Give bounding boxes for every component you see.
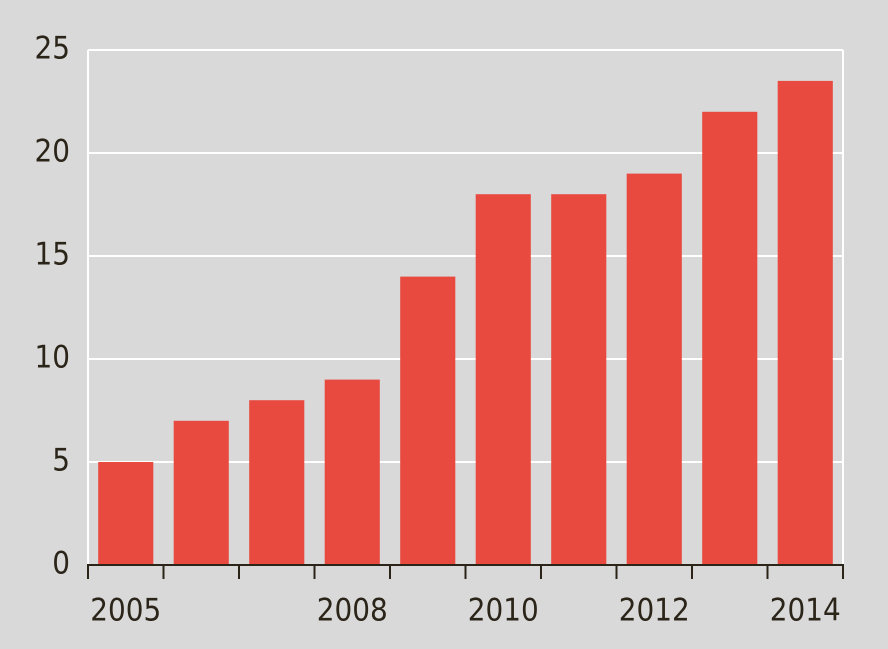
x-tick-label: 2014 bbox=[770, 593, 841, 629]
y-tick-label: 5 bbox=[52, 443, 70, 479]
bar bbox=[324, 379, 380, 565]
x-tick-label: 2010 bbox=[468, 593, 539, 629]
y-tick-label: 15 bbox=[35, 237, 70, 273]
bar bbox=[475, 194, 531, 565]
bar bbox=[777, 80, 833, 566]
x-tick-label: 2008 bbox=[317, 593, 388, 629]
y-tick-label: 10 bbox=[35, 340, 70, 376]
y-tick-label: 0 bbox=[52, 546, 70, 582]
bar bbox=[626, 173, 682, 565]
x-tick-label: 2005 bbox=[90, 593, 161, 629]
x-tick-label: 2012 bbox=[619, 593, 690, 629]
y-tick-label: 20 bbox=[35, 134, 70, 170]
bar bbox=[400, 276, 456, 565]
bar bbox=[249, 400, 305, 565]
bar bbox=[551, 194, 607, 565]
bar bbox=[98, 462, 154, 565]
bar bbox=[173, 420, 229, 565]
bar bbox=[702, 111, 758, 566]
y-tick-label: 25 bbox=[35, 31, 70, 67]
